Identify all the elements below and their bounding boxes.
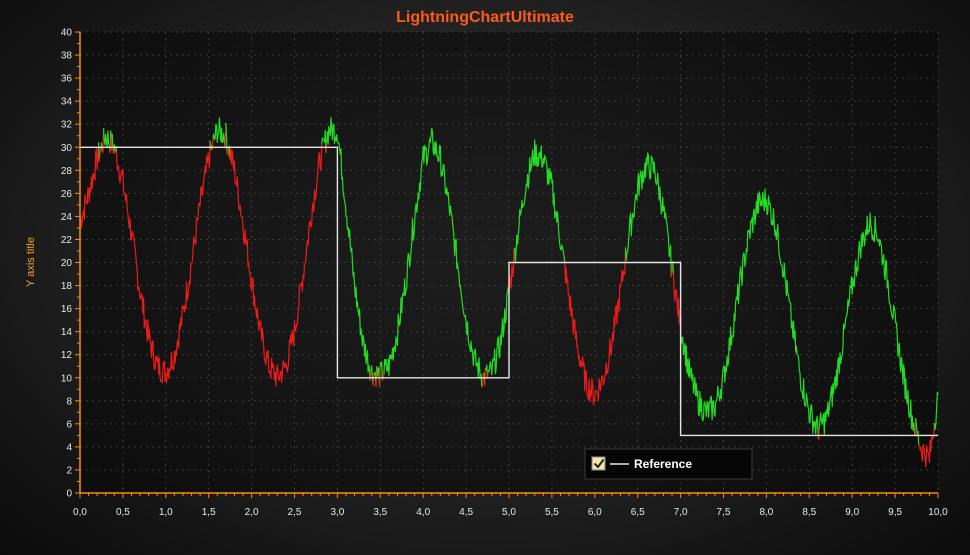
x-tick-label: 2,5 — [288, 507, 302, 518]
series-layer — [79, 116, 939, 468]
x-tick-label: 2,0 — [245, 507, 259, 518]
y-tick-label: 12 — [61, 350, 73, 361]
series-segment-below — [672, 273, 682, 338]
series-segment-above — [379, 361, 383, 381]
x-tick-label: 4,0 — [416, 507, 430, 518]
series-segment-above — [672, 261, 674, 274]
series-segment-below — [564, 247, 627, 405]
x-tick-label: 0,5 — [116, 507, 130, 518]
x-tick-label: 6,0 — [588, 507, 602, 518]
x-tick-label: 3,5 — [373, 507, 387, 518]
x-tick-label: 10,0 — [928, 507, 948, 518]
y-tick-label: 18 — [61, 281, 73, 292]
x-tick-label: 7,0 — [674, 507, 688, 518]
series-segment-below — [115, 140, 211, 384]
y-tick-label: 38 — [61, 51, 73, 62]
y-tick-label: 16 — [61, 304, 73, 315]
series-segment-above — [933, 391, 939, 431]
x-tick-label: 1,5 — [202, 507, 216, 518]
series-segment-above — [212, 117, 226, 149]
series-segment-above — [103, 128, 111, 154]
series-segment-below — [372, 372, 375, 386]
grid — [80, 31, 939, 493]
y-tick-label: 0 — [66, 489, 72, 500]
y-tick-label: 4 — [66, 442, 72, 453]
y-tick-label: 30 — [61, 143, 73, 154]
y-tick-label: 6 — [66, 419, 72, 430]
y-tick-label: 40 — [61, 28, 73, 39]
series-segment-below — [918, 422, 935, 468]
series-segment-below — [379, 362, 381, 387]
x-tick-label: 6,5 — [631, 507, 645, 518]
series-segment-above — [917, 430, 920, 446]
reference-line — [80, 146, 938, 437]
y-tick-label: 2 — [66, 465, 72, 476]
series-segment-below — [484, 368, 486, 386]
x-tick-label: 5,0 — [502, 507, 516, 518]
series-segment-above — [680, 188, 820, 440]
series-segment-above — [370, 365, 374, 386]
x-tick-label: 8,0 — [759, 507, 773, 518]
series-segment-below — [79, 142, 100, 229]
series-segment-below — [101, 128, 105, 154]
series-segment-below — [369, 370, 372, 382]
chart-title: LightningChartUltimate — [396, 9, 574, 26]
series-segment-above — [480, 373, 483, 387]
x-tick-label: 1,0 — [159, 507, 173, 518]
y-axis-title: Y axis title — [25, 237, 37, 287]
x-tick-label: 9,0 — [845, 507, 859, 518]
x-tick-label: 4,5 — [459, 507, 473, 518]
series-segment-below — [818, 428, 820, 440]
y-tick-label: 24 — [61, 212, 73, 223]
series-segment-above — [513, 139, 566, 264]
axes: 0,0 0,5 1,0 1,5 2,0 2,5 3,0 3,5 4,0 4,5 5,0 5,5 6,0 6… — [61, 28, 948, 519]
x-tick-label: 3,0 — [330, 507, 344, 518]
series-segment-above — [624, 152, 672, 277]
y-tick-label: 34 — [61, 97, 73, 108]
series-segment-below — [508, 248, 515, 293]
y-tick-label: 10 — [61, 373, 73, 384]
x-tick-label: 7,5 — [717, 507, 731, 518]
y-tick-label: 26 — [61, 189, 73, 200]
series-segment-above — [225, 122, 228, 155]
x-tick-label: 5,5 — [545, 507, 559, 518]
y-tick-label: 22 — [61, 235, 73, 246]
series-segment-above — [484, 364, 489, 379]
y-tick-label: 20 — [61, 258, 73, 269]
legend-label-reference: Reference — [634, 457, 692, 471]
y-tick-label: 32 — [61, 120, 73, 131]
x-tick-label: 0,0 — [73, 507, 87, 518]
legend-checkbox[interactable] — [591, 456, 606, 471]
y-tick-label: 8 — [66, 396, 72, 407]
series-segment-below — [229, 144, 323, 387]
series-segment-above — [321, 129, 327, 153]
series-segment-above — [326, 116, 371, 382]
x-tick-label: 9,5 — [888, 507, 902, 518]
series-segment-above — [487, 286, 510, 376]
series-segment-above — [376, 366, 381, 387]
series-segment-above — [818, 212, 916, 437]
series-segment-below — [98, 142, 103, 162]
series-segment-above — [915, 418, 918, 437]
y-tick-label: 14 — [61, 327, 73, 338]
y-tick-label: 36 — [61, 74, 73, 85]
x-tick-label: 8,5 — [802, 507, 816, 518]
legend: Reference — [584, 448, 753, 480]
series-segment-above — [383, 127, 481, 380]
y-tick-label: 28 — [61, 166, 73, 177]
